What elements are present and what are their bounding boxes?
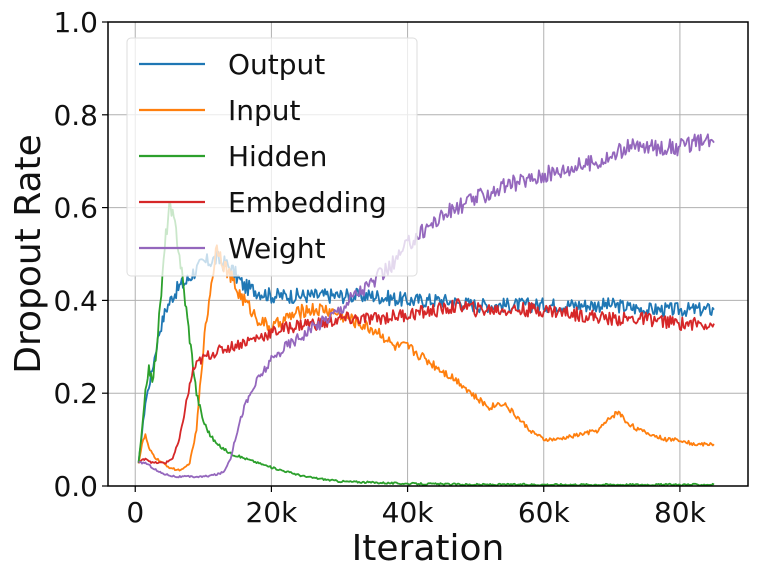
legend-label-output: Output <box>228 48 325 81</box>
series-line-input <box>137 244 715 472</box>
legend-box <box>126 37 418 277</box>
x-tick-label: 80k <box>654 496 707 529</box>
y-tick-label: 0.0 <box>53 470 98 503</box>
series-line-embedding <box>138 298 715 465</box>
series-line-weight <box>138 133 715 479</box>
x-tick-label: 60k <box>518 496 571 529</box>
y-tick-label: 0.6 <box>53 192 98 225</box>
legend: Output Input Hidden Embedding Weight <box>126 37 418 277</box>
y-tick-label: 0.8 <box>53 99 98 132</box>
x-tick-label: 20k <box>245 496 298 529</box>
x-tick-label: 0 <box>126 496 144 529</box>
legend-label-input: Input <box>228 94 301 127</box>
legend-label-weight: Weight <box>228 232 326 265</box>
axis-ticks: 0 20k 40k 60k 80k 0.0 0.2 0.4 0.6 0.8 1.0 <box>53 6 706 529</box>
x-tick-label: 40k <box>382 496 435 529</box>
y-tick-label: 0.4 <box>53 284 98 317</box>
y-axis-label: Dropout Rate <box>8 134 49 374</box>
plot-frame <box>107 21 749 487</box>
y-tick-label: 0.2 <box>53 377 98 410</box>
y-tick-label: 1.0 <box>53 6 98 39</box>
legend-label-hidden: Hidden <box>228 140 327 173</box>
series-line-hidden <box>137 201 715 487</box>
legend-label-embedding: Embedding <box>228 186 387 219</box>
series-line-output <box>137 250 715 463</box>
x-axis-label: Iteration <box>352 528 505 569</box>
